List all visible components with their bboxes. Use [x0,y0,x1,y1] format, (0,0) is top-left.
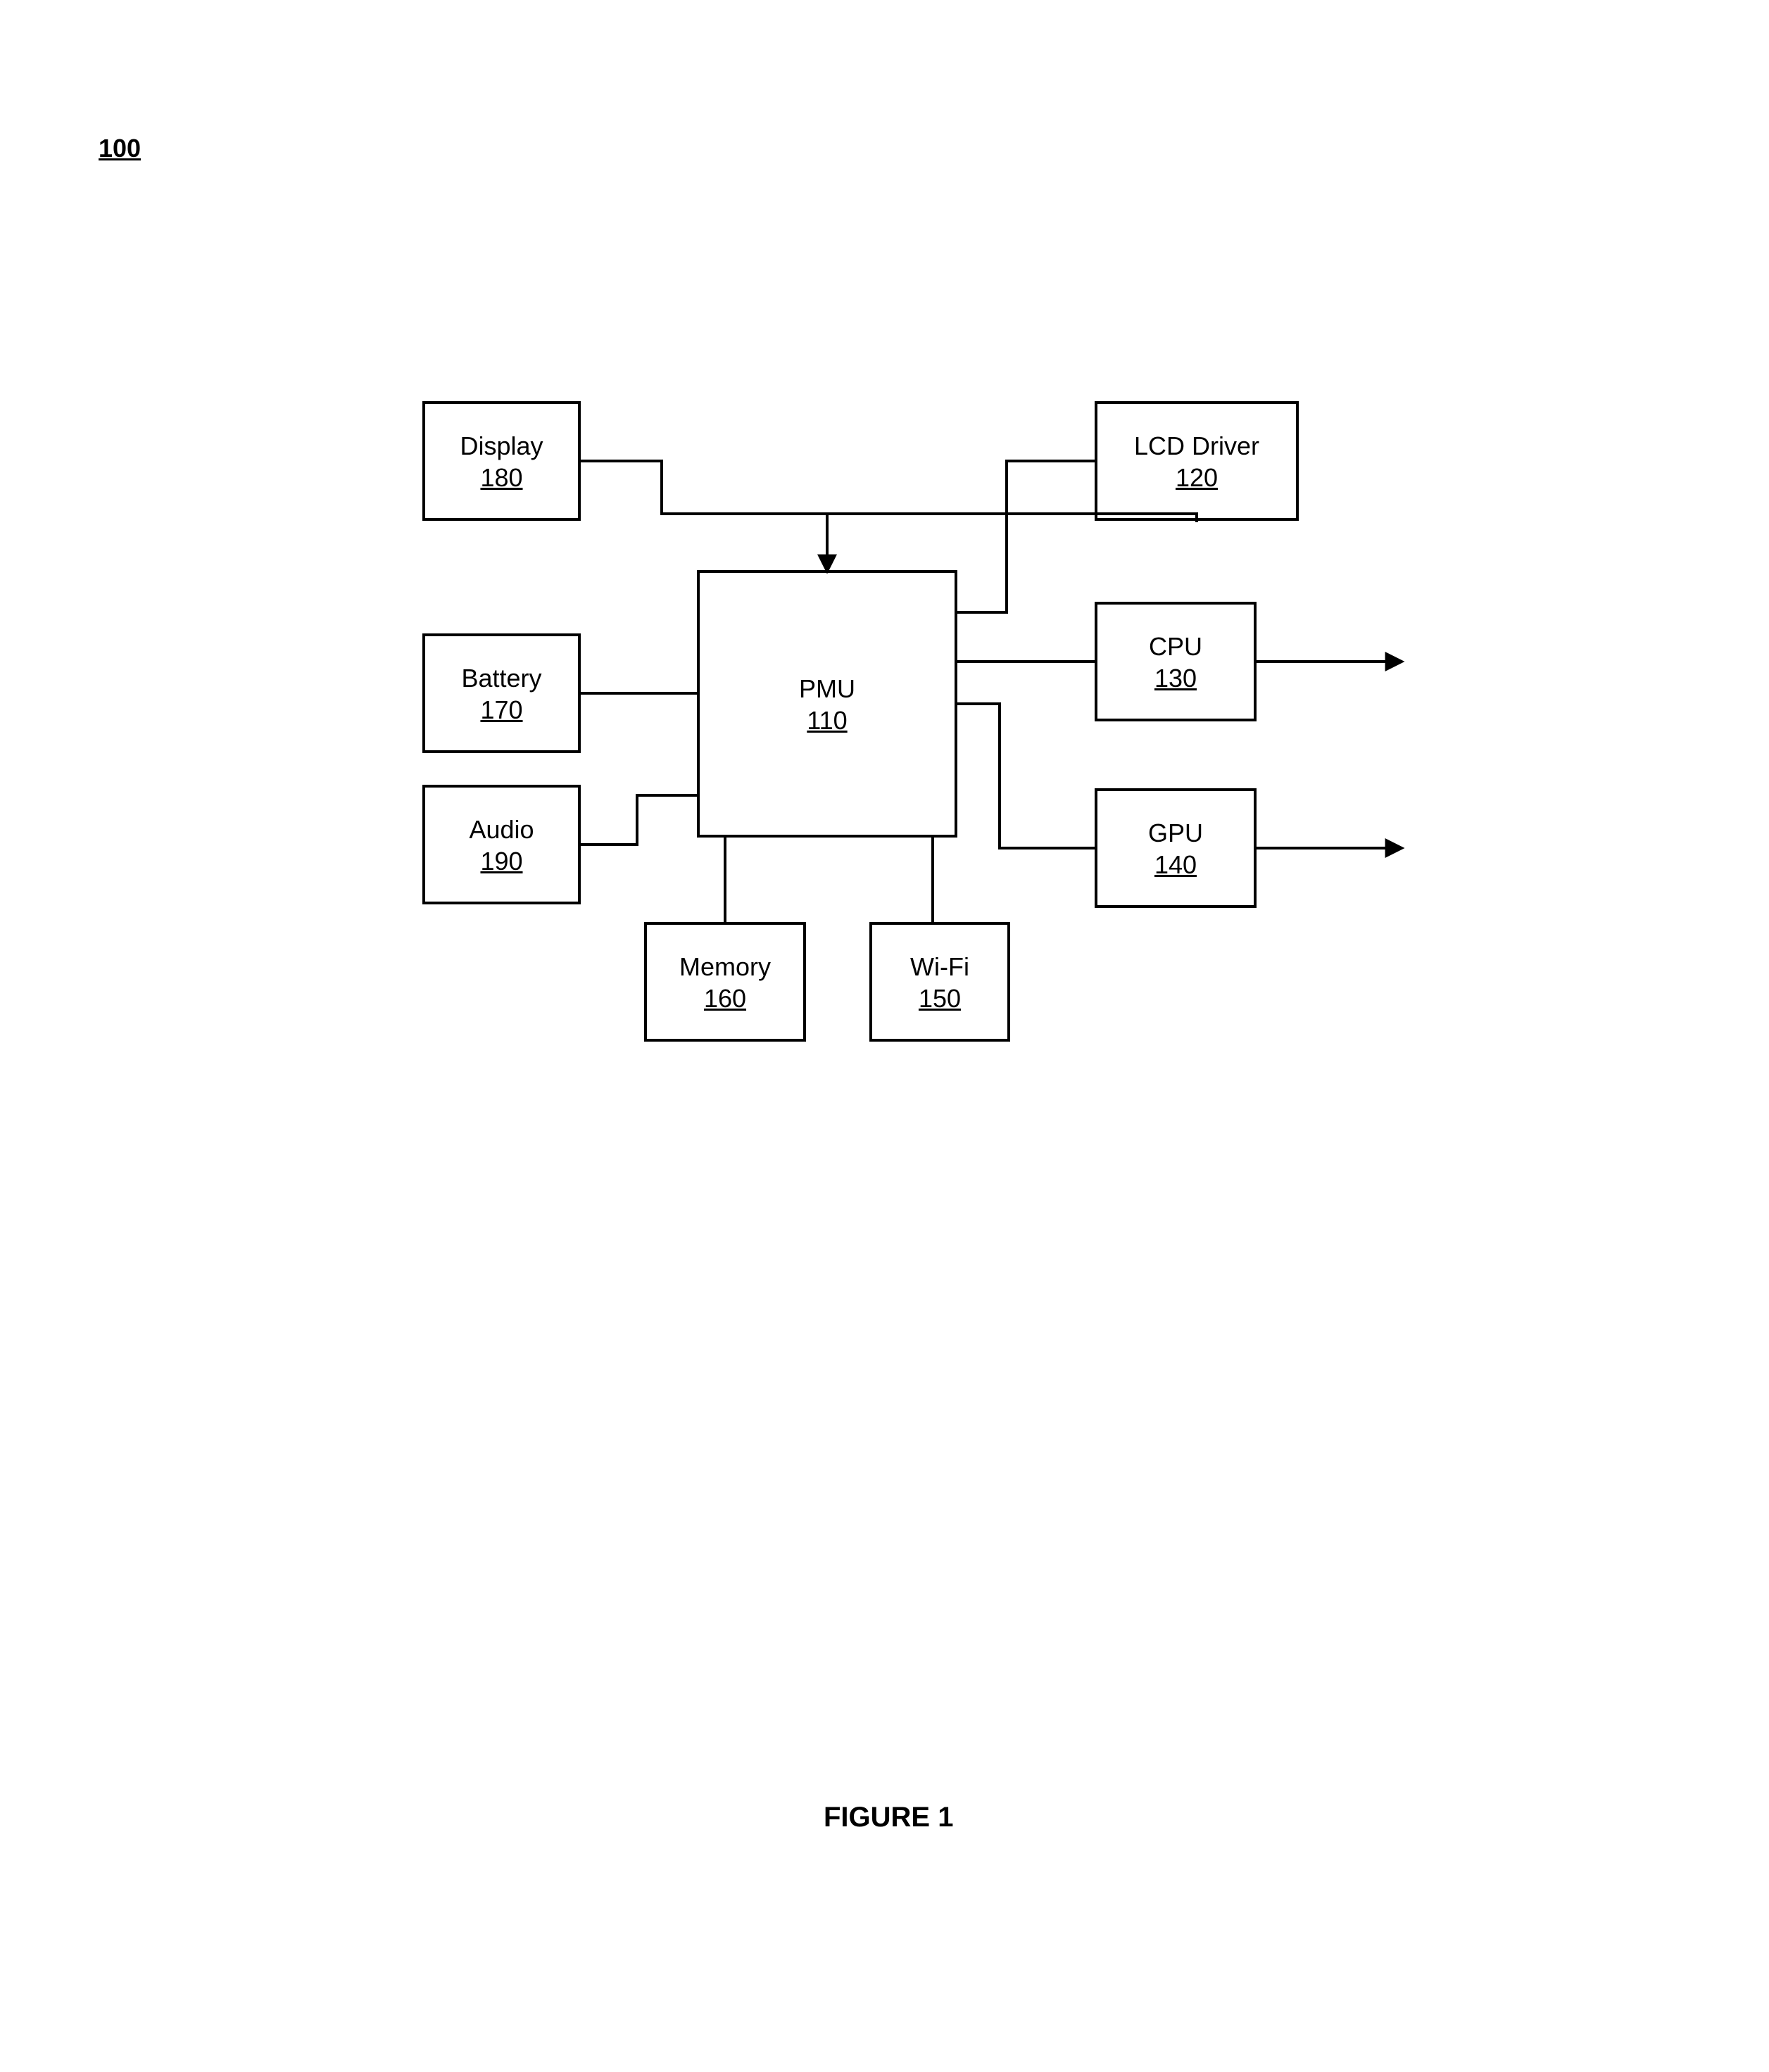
figure-caption: FIGURE 1 [824,1802,953,1833]
connection-wires [0,0,1769,2072]
diagram-page: 100 PMU 110 LCD Driver 120 CPU 130 GPU 1… [0,0,1769,2072]
